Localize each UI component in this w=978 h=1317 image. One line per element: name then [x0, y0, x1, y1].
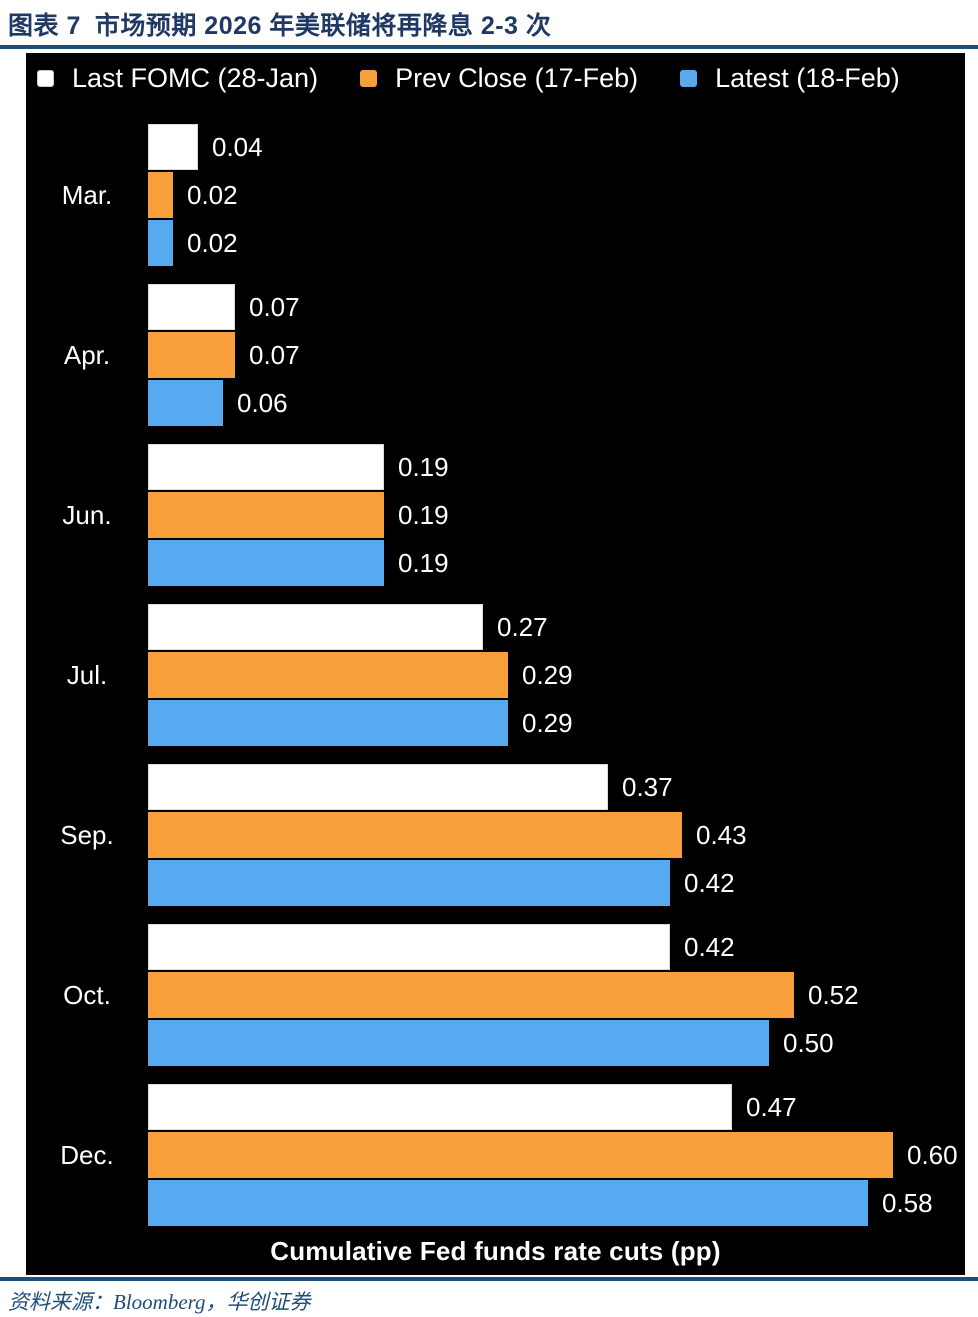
bar-group: Sep. 0.37 0.43 0.42 — [26, 763, 965, 923]
bar-group: Mar. 0.04 0.02 0.02 — [26, 123, 965, 283]
chart-legend: Last FOMC (28-Jan) Prev Close (17-Feb) L… — [37, 63, 961, 94]
value-label: 0.47 — [746, 1091, 797, 1122]
value-label: 0.29 — [522, 707, 573, 738]
bar — [148, 1180, 868, 1226]
bar — [148, 332, 235, 378]
bar — [148, 124, 198, 170]
figure-title: 图表 7 市场预期 2026 年美联储将再降息 2-3 次 — [8, 6, 551, 42]
bar-plot-area: Mar. 0.04 0.02 0.02 Apr. 0.07 0.07 0.06 Jun. 0.19… — [26, 123, 965, 1243]
title-divider-line — [0, 45, 978, 49]
bar — [148, 444, 384, 490]
legend-item-latest: Latest (18-Feb) — [680, 63, 900, 94]
bar — [148, 652, 508, 698]
legend-label: Prev Close (17-Feb) — [395, 63, 639, 93]
bar — [148, 972, 794, 1018]
bar — [148, 924, 670, 970]
bar — [148, 172, 173, 218]
value-label: 0.07 — [249, 291, 300, 322]
figure-number: 图表 7 — [8, 12, 81, 40]
bar-group: Jun. 0.19 0.19 0.19 — [26, 443, 965, 603]
x-axis-label: Cumulative Fed funds rate cuts (pp) — [270, 1236, 721, 1266]
value-label: 0.27 — [497, 611, 548, 642]
bar — [148, 220, 173, 266]
bar — [148, 1020, 769, 1066]
legend-swatch-orange-icon — [360, 70, 378, 87]
value-label: 0.58 — [882, 1187, 933, 1218]
bar-group: Jul. 0.27 0.29 0.29 — [26, 603, 965, 763]
value-label: 0.04 — [212, 131, 263, 162]
value-label: 0.19 — [398, 499, 449, 530]
value-label: 0.50 — [783, 1027, 834, 1058]
bar — [148, 1132, 893, 1178]
category-label: Dec. — [60, 1139, 114, 1170]
legend-swatch-white-icon — [37, 70, 54, 87]
legend-label: Latest (18-Feb) — [715, 63, 900, 93]
bar — [148, 604, 483, 650]
category-label: Sep. — [60, 819, 114, 850]
bar — [148, 1084, 732, 1130]
legend-item-last-fomc: Last FOMC (28-Jan) — [37, 63, 318, 94]
value-label: 0.42 — [684, 931, 735, 962]
value-label: 0.29 — [522, 659, 573, 690]
bar — [148, 812, 682, 858]
legend-item-prev-close: Prev Close (17-Feb) — [360, 63, 638, 94]
category-label: Jun. — [62, 499, 112, 530]
value-label: 0.43 — [696, 819, 747, 850]
legend-swatch-blue-icon — [680, 70, 698, 87]
value-label: 0.37 — [622, 771, 673, 802]
category-label: Oct. — [63, 979, 111, 1010]
legend-label: Last FOMC (28-Jan) — [72, 63, 319, 93]
bar — [148, 540, 384, 586]
bar-group: Dec. 0.47 0.60 0.58 — [26, 1083, 965, 1243]
value-label: 0.42 — [684, 867, 735, 898]
bar — [148, 764, 608, 810]
category-label: Jul. — [66, 659, 108, 690]
value-label: 0.19 — [398, 547, 449, 578]
value-label: 0.19 — [398, 451, 449, 482]
bar — [148, 492, 384, 538]
bar — [148, 284, 235, 330]
value-label: 0.52 — [808, 979, 859, 1010]
bar — [148, 700, 508, 746]
value-label: 0.07 — [249, 339, 300, 370]
chart-panel: Last FOMC (28-Jan) Prev Close (17-Feb) L… — [26, 53, 965, 1275]
figure-title-text: 市场预期 2026 年美联储将再降息 2-3 次 — [94, 12, 552, 40]
category-label: Mar. — [61, 179, 113, 210]
value-label: 0.06 — [237, 387, 288, 418]
category-label: Apr. — [63, 339, 111, 370]
bar-group: Oct. 0.42 0.52 0.50 — [26, 923, 965, 1083]
value-label: 0.60 — [907, 1139, 958, 1170]
bar — [148, 860, 670, 906]
bar-group: Apr. 0.07 0.07 0.06 — [26, 283, 965, 443]
value-label: 0.02 — [187, 179, 238, 210]
value-label: 0.02 — [187, 227, 238, 258]
bar — [148, 380, 223, 426]
source-note: 资料来源：Bloomberg，华创证券 — [8, 1290, 311, 1314]
footer-divider-line — [0, 1277, 978, 1281]
